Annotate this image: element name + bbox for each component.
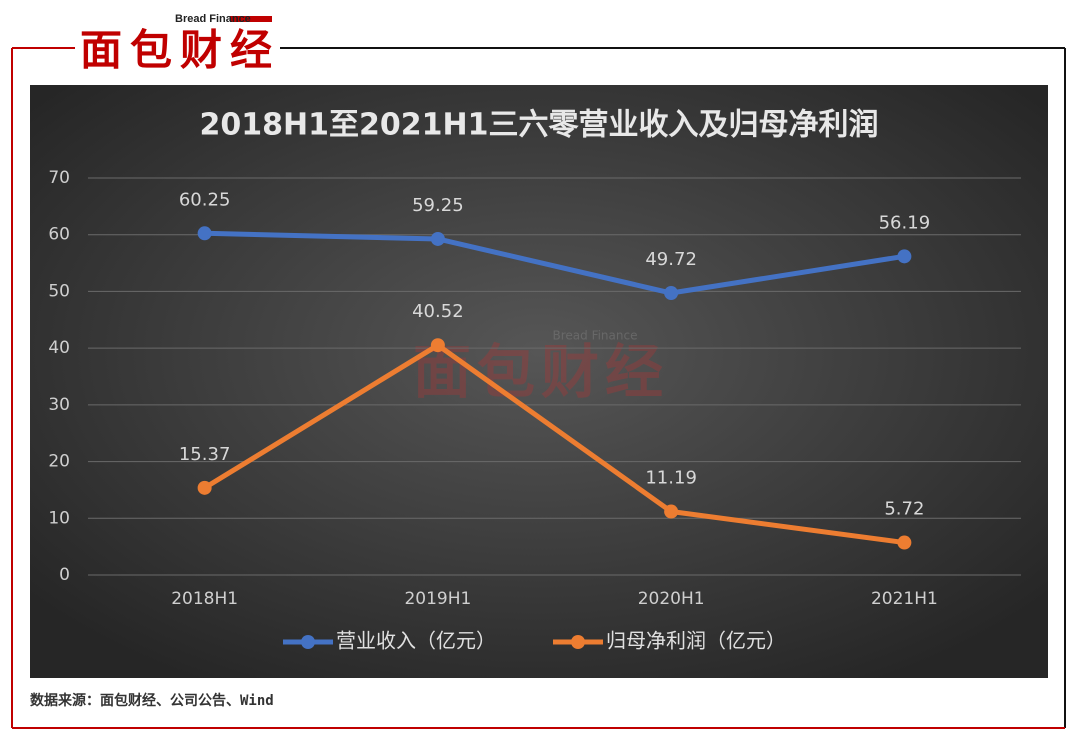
chart-title: 2018H1至2021H1三六零营业收入及归母净利润 xyxy=(200,108,879,143)
point xyxy=(897,535,912,550)
data-label: 49.72 xyxy=(645,249,697,270)
x-tick-label: 2018H1 xyxy=(171,589,238,609)
series-line xyxy=(203,342,905,546)
point xyxy=(664,286,679,301)
legend-label: 归母净利润（亿元） xyxy=(606,629,786,653)
y-tick-label: 40 xyxy=(48,338,70,358)
logo-subtitle: Bread Finance xyxy=(175,13,251,25)
series-line xyxy=(204,230,905,296)
y-tick-label: 20 xyxy=(48,452,70,472)
point xyxy=(197,226,212,241)
legend-marker xyxy=(571,635,585,649)
y-tick-label: 30 xyxy=(48,395,70,415)
data-label: 5.72 xyxy=(884,499,924,520)
legend-label: 营业收入（亿元） xyxy=(336,629,496,653)
data-label: 59.25 xyxy=(412,195,464,216)
watermark-subtitle: Bread Finance xyxy=(553,329,638,343)
point xyxy=(430,338,445,353)
source-note: 数据来源：面包财经、公司公告、Wind xyxy=(30,692,274,709)
legend-marker xyxy=(301,635,315,649)
y-tick-label: 70 xyxy=(48,168,70,188)
data-label: 60.25 xyxy=(179,189,231,210)
logo-bar xyxy=(230,16,272,22)
y-tick-label: 50 xyxy=(48,281,70,301)
point xyxy=(664,504,679,519)
y-tick-label: 60 xyxy=(48,225,70,245)
point xyxy=(897,249,912,264)
data-label: 11.19 xyxy=(645,468,697,489)
y-tick-label: 0 xyxy=(59,565,70,585)
point xyxy=(430,231,445,246)
chart-panel xyxy=(30,85,1048,678)
logo-name: 面包财经 xyxy=(80,26,272,75)
x-tick-label: 2020H1 xyxy=(638,589,705,609)
x-tick-label: 2021H1 xyxy=(871,589,938,609)
data-label: 40.52 xyxy=(412,301,464,322)
point xyxy=(197,480,212,495)
data-label: 15.37 xyxy=(179,444,231,465)
x-tick-label: 2019H1 xyxy=(404,589,471,609)
y-tick-label: 10 xyxy=(48,508,70,528)
data-label: 56.19 xyxy=(879,212,931,233)
plot: 0 10 20 30 40 50 60 70 2018H1 2019H1 2020H1 2021H1 6… xyxy=(48,168,1021,653)
